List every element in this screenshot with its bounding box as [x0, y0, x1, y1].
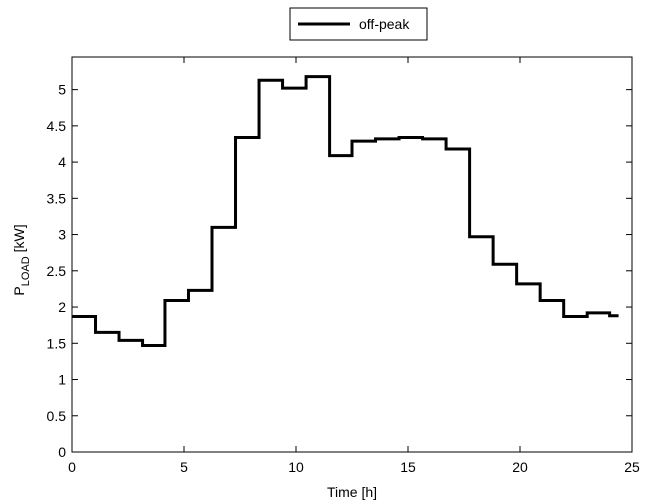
x-axis-label: Time [h]: [327, 484, 377, 500]
y-tick-label: 4: [58, 154, 66, 170]
x-tick-label: 25: [624, 459, 640, 475]
x-tick-label: 15: [400, 459, 416, 475]
legend: off-peak: [289, 7, 428, 41]
y-tick-label: 0.5: [47, 408, 67, 424]
y-tick-label: 1: [58, 372, 66, 388]
y-tick-label: 3: [58, 227, 66, 243]
y-tick-label: 3.5: [47, 190, 67, 206]
y-tick-label: 2.5: [47, 263, 67, 279]
y-axis-label-unit: [kW]: [11, 224, 27, 252]
y-tick-label: 4.5: [47, 118, 67, 134]
x-tick-label: 5: [180, 459, 188, 475]
y-axis-label-main: P: [11, 286, 27, 295]
y-axis-label: PLOAD [kW]: [11, 224, 32, 295]
legend-label: off-peak: [359, 16, 410, 32]
y-tick-label: 1.5: [47, 335, 67, 351]
y-tick-label: 2: [58, 299, 66, 315]
plot-area: [71, 56, 633, 453]
x-tick-label: 20: [512, 459, 528, 475]
x-tick-label: 0: [68, 459, 76, 475]
y-tick-label: 0: [58, 444, 66, 460]
x-tick-label: 10: [288, 459, 304, 475]
y-tick-label: 5: [58, 82, 66, 98]
load-line: [72, 75, 619, 347]
y-axis-label-sub: LOAD: [20, 256, 32, 286]
